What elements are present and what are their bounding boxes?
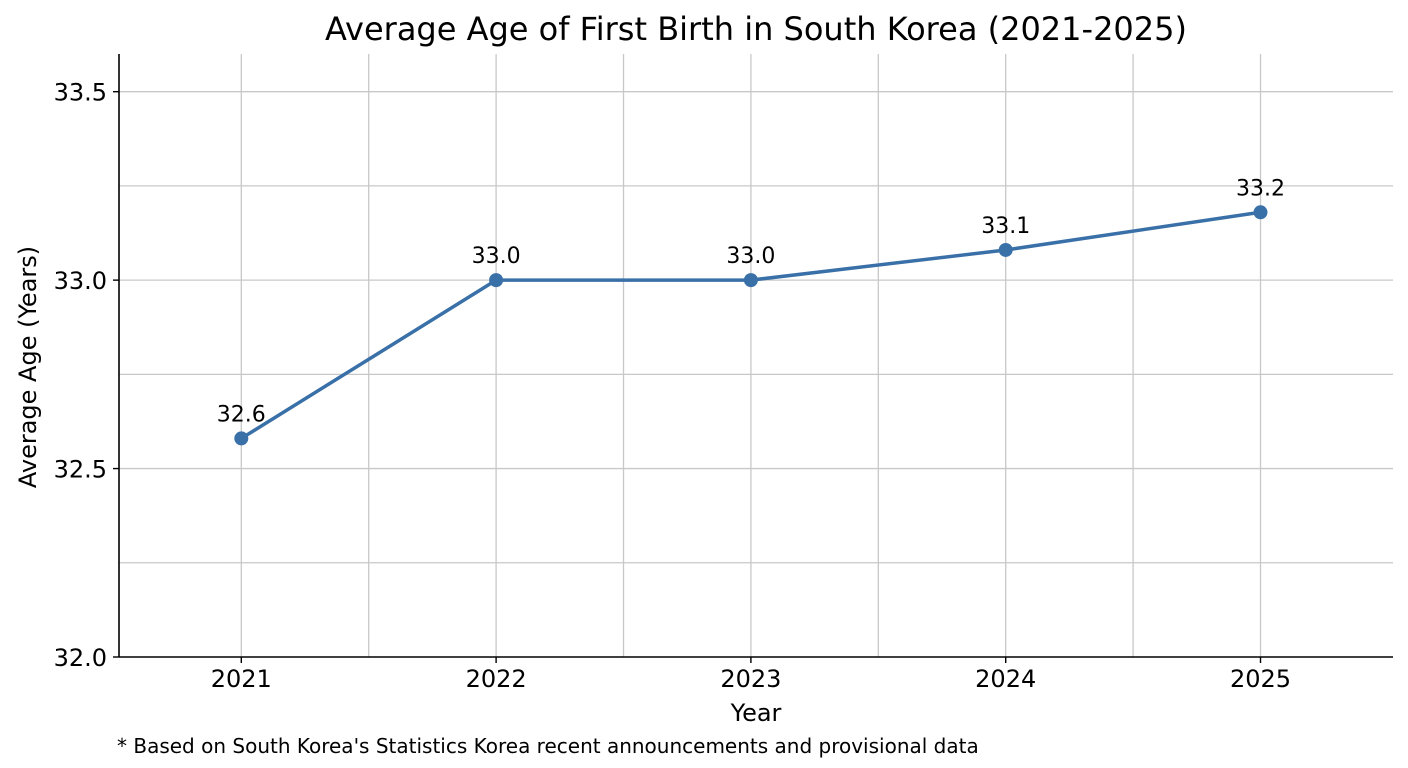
data-label: 33.0 — [472, 244, 521, 269]
data-series: 32.6 33.0 33.0 33.1 33.2 — [217, 176, 1285, 446]
x-ticks: 2021 2022 2023 2024 2025 — [211, 657, 1291, 693]
x-tick-label: 2024 — [975, 665, 1036, 693]
data-label: 33.0 — [726, 244, 775, 269]
data-point — [998, 242, 1013, 257]
y-tick-label: 32.5 — [54, 456, 107, 484]
chart-title: Average Age of First Birth in South Kore… — [325, 10, 1187, 48]
data-label: 32.6 — [217, 402, 266, 427]
data-point — [743, 273, 758, 288]
footnote: * Based on South Korea's Statistics Kore… — [117, 734, 979, 758]
data-point — [1253, 205, 1268, 220]
y-axis-label: Average Age (Years) — [14, 246, 42, 488]
x-tick-label: 2021 — [211, 665, 272, 693]
data-label: 33.2 — [1236, 176, 1285, 201]
x-tick-label: 2025 — [1230, 665, 1291, 693]
data-label: 33.1 — [981, 214, 1030, 239]
x-tick-label: 2023 — [720, 665, 781, 693]
y-ticks: 32.0 32.5 33.0 33.5 — [54, 79, 119, 672]
y-tick-label: 33.5 — [54, 79, 107, 107]
y-tick-label: 33.0 — [54, 267, 107, 295]
axes — [118, 54, 1393, 658]
x-tick-label: 2022 — [466, 665, 527, 693]
data-point — [234, 431, 249, 446]
x-axis-label: Year — [730, 699, 782, 727]
y-tick-label: 32.0 — [54, 644, 107, 672]
grid — [119, 54, 1393, 657]
data-point — [489, 273, 504, 288]
